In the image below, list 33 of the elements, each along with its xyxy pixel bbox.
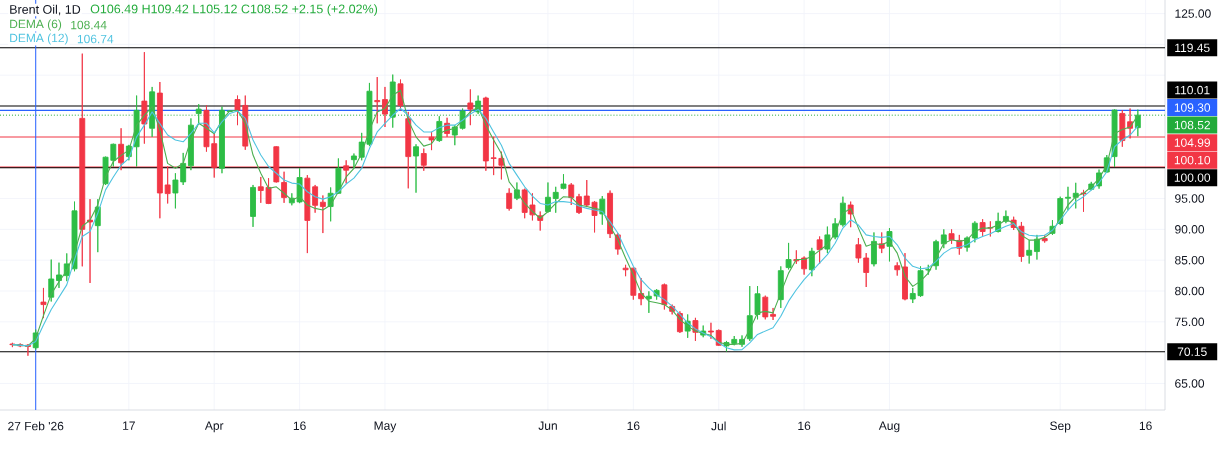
x-tick-label: Sep — [1050, 421, 1071, 433]
x-tick-label: Jun — [538, 421, 557, 430]
ref-line-label: 119.45 — [1175, 43, 1210, 53]
chart-subtitle: O106.49 H109.42 L105.12 C108.52 +2.15 (+2.02%) — [90, 4, 378, 16]
chart-title: Brent Oil, 1D — [10, 4, 81, 16]
y-tick-label: 85.00 — [1175, 255, 1205, 265]
x-tick-label: 16 — [627, 421, 640, 431]
annotation: 108.44 — [71, 20, 107, 30]
ref-line-label: 100.10 — [1174, 155, 1211, 165]
ref-line-label: 110.01 — [1175, 85, 1210, 95]
ref-line-label: 70.15 — [1177, 347, 1207, 356]
x-tick-label: 16 — [1139, 421, 1152, 431]
x-tick-label: Apr — [204, 421, 224, 433]
annotation: 106.74 — [77, 34, 114, 44]
x-tick-label: Jul — [711, 421, 726, 431]
ref-line-label: 104.99 — [1174, 138, 1210, 147]
y-tick-label: 90.00 — [1175, 225, 1205, 234]
x-tick-label: 16 — [798, 421, 811, 431]
ref-line-label: 108.52 — [1174, 120, 1210, 130]
y-tick-label: 75.00 — [1175, 317, 1205, 327]
text: DEMA (12) — [10, 33, 68, 45]
x-tick-label: 16 — [293, 421, 306, 431]
x-tick-label: 27 Feb '26 — [8, 421, 64, 431]
y-tick-label: 65.00 — [1175, 379, 1205, 388]
ref-line-label: 109.30 — [1174, 103, 1211, 112]
x-tick-label: Aug — [878, 421, 900, 433]
text: DEMA (6) — [10, 19, 62, 31]
x-tick-label: May — [374, 421, 397, 433]
x-tick-label: 17 — [123, 421, 135, 430]
y-tick-label: 95.00 — [1175, 194, 1205, 203]
ref-line-label: 100.00 — [1174, 173, 1211, 182]
y-tick-label: 80.00 — [1175, 286, 1205, 296]
y-tick-label: 125.00 — [1175, 9, 1211, 18]
